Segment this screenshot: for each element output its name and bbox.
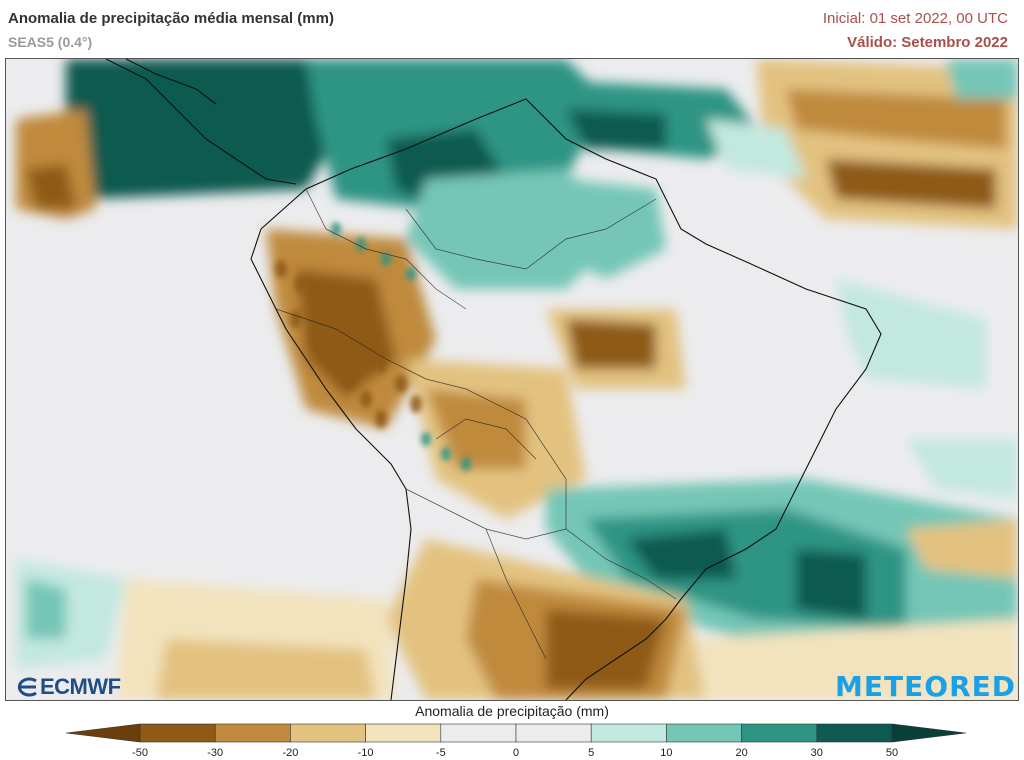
- colorbar-cell: [214, 723, 291, 743]
- colorbar-tick-label: -50: [132, 747, 148, 759]
- valid-period: Válido: Setembro 2022: [847, 34, 1008, 51]
- colorbar-title: Anomalia de precipitação (mm): [415, 703, 609, 719]
- colorbar-tick-label: -10: [357, 747, 374, 759]
- colorbar-cell: [515, 723, 592, 743]
- colorbar-tick-label: 30: [810, 747, 823, 759]
- init-time: Inicial: 01 set 2022, 00 UTC: [822, 10, 1008, 27]
- colorbar-arrow-low: [65, 723, 141, 743]
- map-title: Anomalia de precipitação média mensal (m…: [8, 10, 334, 27]
- colorbar-cell: [365, 723, 442, 743]
- precipitation-anomaly-map[interactable]: [5, 58, 1019, 701]
- colorbar-tick-label: 50: [885, 747, 899, 759]
- model-label: SEAS5 (0.4°): [8, 34, 93, 50]
- ecmwf-logo: ECMWF: [10, 674, 121, 700]
- ecmwf-icon: [17, 677, 37, 697]
- ecmwf-logo-text: ECMWF: [40, 674, 121, 699]
- colorbar-tick-label: -30: [207, 747, 224, 759]
- colorbar-cell: [139, 723, 216, 743]
- colorbar: [65, 723, 967, 743]
- colorbar-tick-label: 10: [660, 747, 673, 759]
- colorbar-cell: [741, 723, 818, 743]
- colorbar-arrow-high: [891, 723, 967, 743]
- colorbar-tick-label: 20: [735, 747, 748, 759]
- colorbar-cell: [590, 723, 667, 743]
- colorbar-cell: [290, 723, 366, 743]
- colorbar-tick-label: 5: [588, 747, 595, 759]
- anomaly-field: [16, 59, 1018, 700]
- meteored-logo: METEORED: [835, 670, 1016, 703]
- colorbar-tick-label: -5: [435, 747, 446, 759]
- colorbar-cell: [816, 723, 893, 743]
- country-borders: [275, 188, 677, 660]
- colorbar-tick-label: 0: [512, 747, 520, 759]
- colorbar-cell: [666, 723, 742, 743]
- colorbar-tick-label: -20: [282, 747, 299, 759]
- colorbar-cell: [440, 723, 517, 743]
- coastlines: [105, 59, 882, 700]
